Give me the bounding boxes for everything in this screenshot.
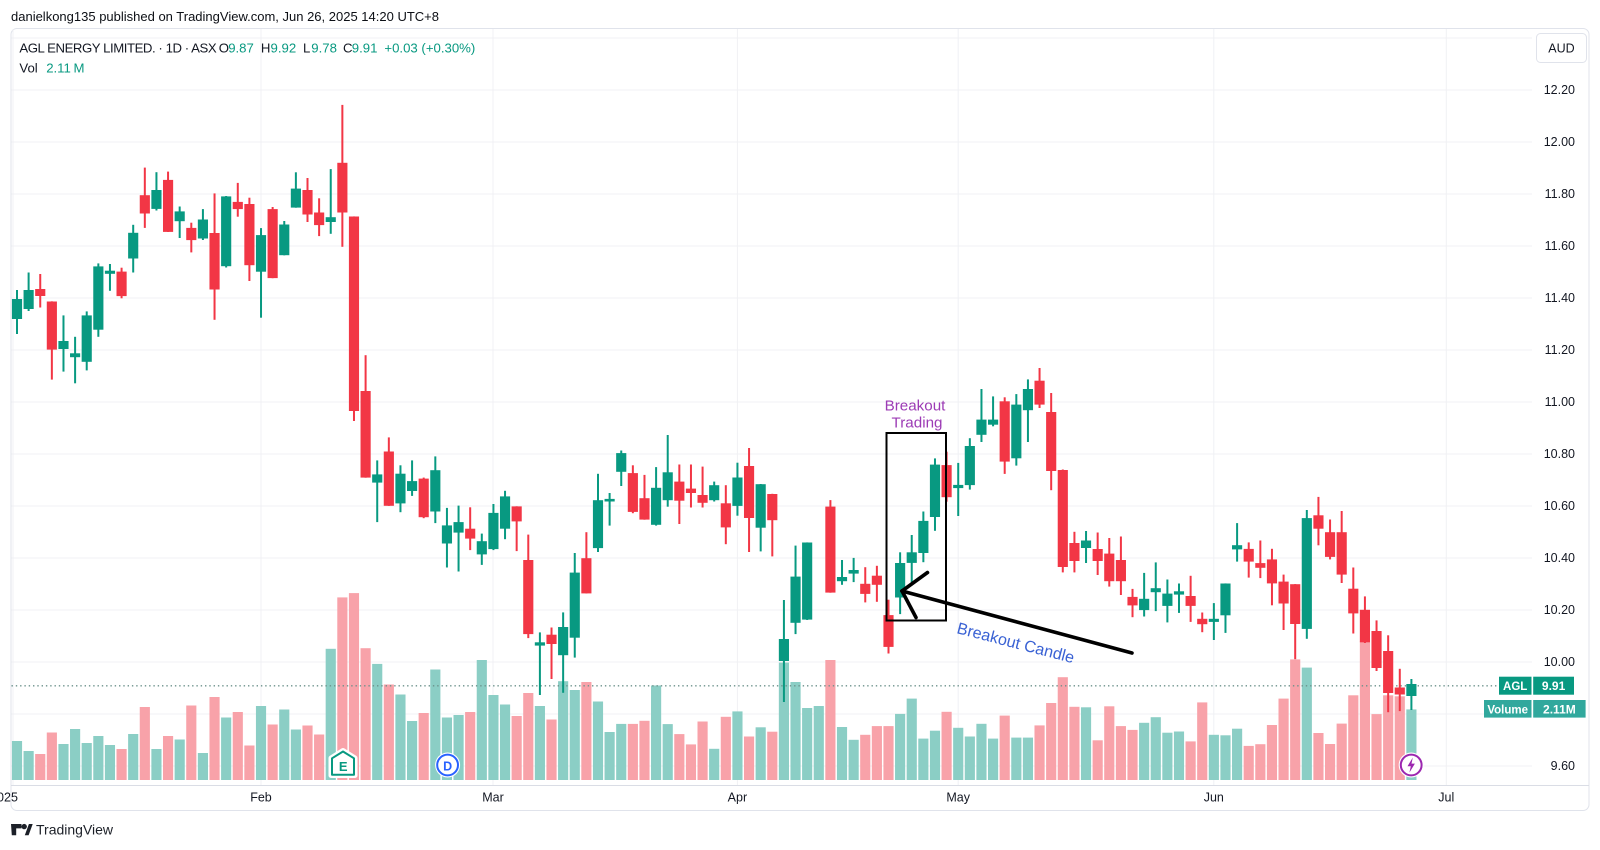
- svg-text:9.92: 9.92: [271, 40, 297, 55]
- svg-text:12.20: 12.20: [1544, 83, 1575, 97]
- svg-text:TradingView: TradingView: [36, 822, 114, 838]
- svg-text:O: O: [219, 40, 229, 55]
- svg-text:+0.03 (+0.30%): +0.03 (+0.30%): [384, 40, 475, 55]
- svg-text:C: C: [343, 40, 353, 55]
- svg-text:2025: 2025: [0, 791, 18, 805]
- svg-text:AGL: AGL: [1503, 681, 1527, 693]
- svg-text:H: H: [261, 40, 271, 55]
- svg-text:10.80: 10.80: [1544, 447, 1575, 461]
- svg-text:9.87: 9.87: [228, 40, 254, 55]
- svg-text:2.11M: 2.11M: [1543, 702, 1576, 716]
- svg-text:9.78: 9.78: [311, 40, 337, 55]
- svg-text:2.11 M: 2.11 M: [46, 60, 84, 75]
- svg-text:10.60: 10.60: [1544, 499, 1575, 513]
- svg-text:Feb: Feb: [250, 791, 272, 805]
- svg-text:Mar: Mar: [482, 791, 504, 805]
- svg-text:Volume: Volume: [1487, 704, 1528, 716]
- svg-text:9.91: 9.91: [1542, 679, 1566, 693]
- svg-text:D: D: [443, 759, 452, 773]
- svg-text:Breakout: Breakout: [885, 398, 947, 415]
- svg-text:10.40: 10.40: [1544, 551, 1575, 565]
- svg-text:11.60: 11.60: [1545, 239, 1575, 253]
- svg-text:E: E: [339, 759, 348, 774]
- svg-text:L: L: [303, 40, 310, 55]
- svg-text:9.91: 9.91: [352, 40, 378, 55]
- svg-text:Jun: Jun: [1204, 791, 1224, 805]
- svg-text:11.00: 11.00: [1545, 395, 1575, 409]
- svg-text:11.80: 11.80: [1545, 187, 1575, 201]
- svg-text:11.40: 11.40: [1545, 291, 1575, 305]
- svg-text:10.00: 10.00: [1544, 655, 1575, 669]
- svg-text:Jul: Jul: [1438, 791, 1454, 805]
- svg-text:May: May: [946, 791, 970, 805]
- svg-text:danielkong135 published on Tra: danielkong135 published on TradingView.c…: [11, 9, 439, 24]
- svg-text:Trading: Trading: [892, 415, 943, 432]
- svg-text:9.60: 9.60: [1551, 759, 1575, 773]
- svg-text:AUD: AUD: [1548, 42, 1574, 56]
- svg-text:12.00: 12.00: [1544, 135, 1575, 149]
- svg-text:10.20: 10.20: [1544, 603, 1575, 617]
- svg-text:11.20: 11.20: [1545, 343, 1575, 357]
- svg-text:AGL ENERGY LIMITED. · 1D · ASX: AGL ENERGY LIMITED. · 1D · ASX: [19, 40, 216, 55]
- svg-text:Vol: Vol: [19, 60, 37, 75]
- svg-text:Apr: Apr: [728, 791, 747, 805]
